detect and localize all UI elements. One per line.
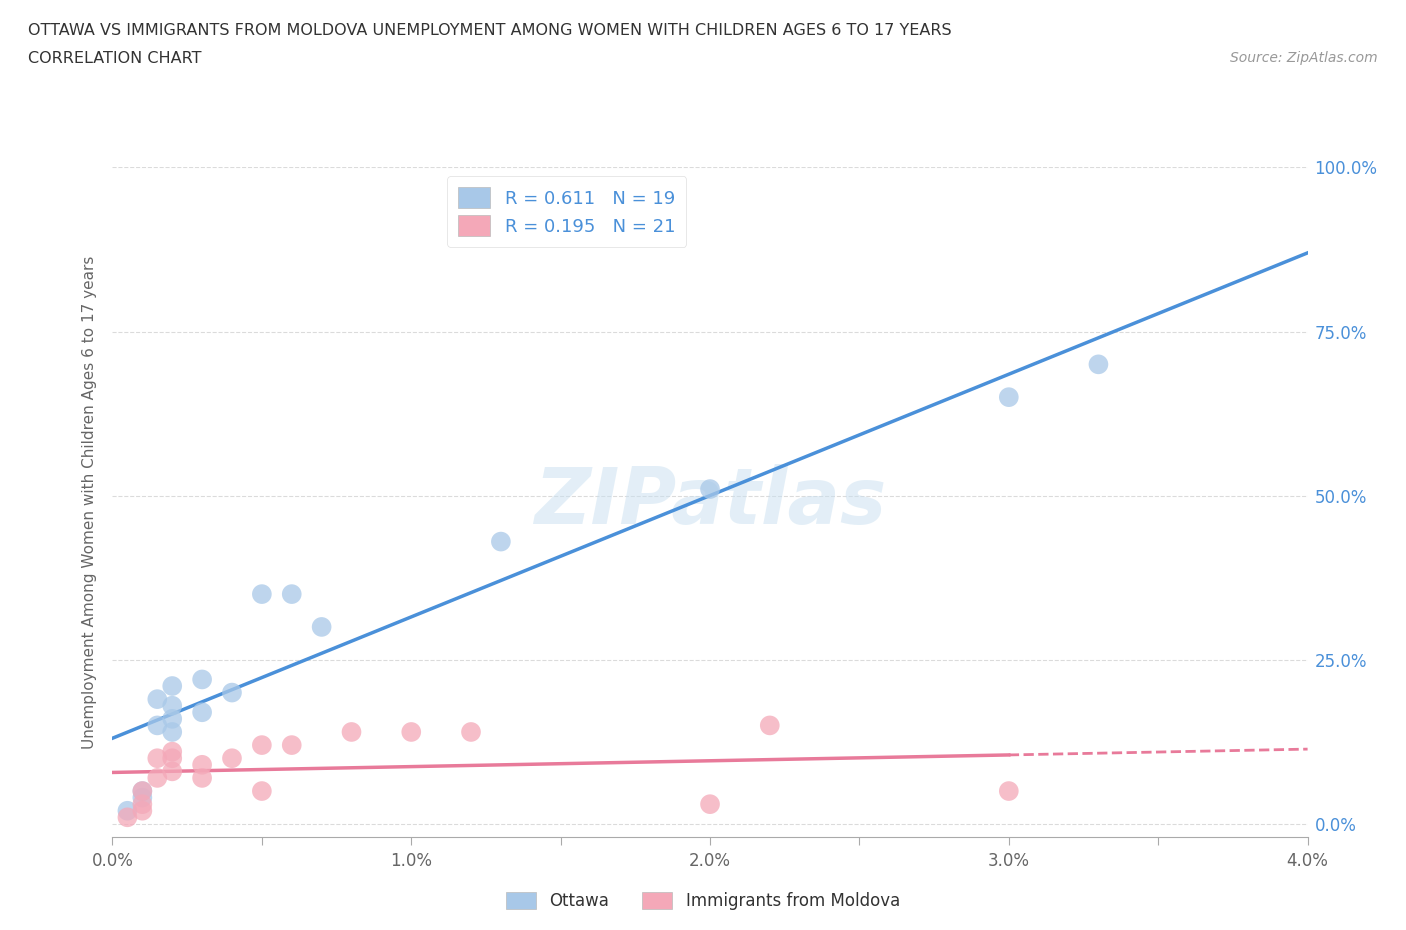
Point bbox=[758, 718, 780, 733]
Point bbox=[162, 764, 183, 778]
Text: ZIPatlas: ZIPatlas bbox=[534, 464, 886, 540]
Text: Source: ZipAtlas.com: Source: ZipAtlas.com bbox=[1230, 51, 1378, 65]
Point bbox=[221, 685, 243, 700]
Point bbox=[250, 784, 273, 799]
Point bbox=[311, 619, 333, 634]
Point bbox=[162, 751, 183, 765]
Text: OTTAWA VS IMMIGRANTS FROM MOLDOVA UNEMPLOYMENT AMONG WOMEN WITH CHILDREN AGES 6 : OTTAWA VS IMMIGRANTS FROM MOLDOVA UNEMPL… bbox=[28, 23, 952, 38]
Point bbox=[221, 751, 243, 765]
Point bbox=[250, 587, 273, 602]
Point bbox=[162, 724, 183, 739]
Point bbox=[997, 784, 1019, 799]
Point bbox=[340, 724, 363, 739]
Point bbox=[401, 724, 423, 739]
Text: CORRELATION CHART: CORRELATION CHART bbox=[28, 51, 201, 66]
Point bbox=[117, 804, 139, 818]
Legend: Ottawa, Immigrants from Moldova: Ottawa, Immigrants from Moldova bbox=[499, 885, 907, 917]
Point bbox=[1087, 357, 1109, 372]
Point bbox=[131, 790, 153, 805]
Point bbox=[489, 534, 512, 549]
Point bbox=[460, 724, 482, 739]
Point bbox=[162, 698, 183, 713]
Point bbox=[997, 390, 1019, 405]
Point bbox=[250, 737, 273, 752]
Point bbox=[162, 711, 183, 726]
Point bbox=[191, 672, 214, 687]
Point bbox=[281, 737, 304, 752]
Point bbox=[146, 770, 169, 785]
Point bbox=[131, 797, 153, 812]
Point bbox=[699, 797, 721, 812]
Point bbox=[162, 744, 183, 759]
Point bbox=[131, 784, 153, 799]
Point bbox=[117, 810, 139, 825]
Point bbox=[131, 804, 153, 818]
Point bbox=[699, 482, 721, 497]
Point bbox=[191, 770, 214, 785]
Legend: R = 0.611   N = 19, R = 0.195   N = 21: R = 0.611 N = 19, R = 0.195 N = 21 bbox=[447, 177, 686, 247]
Point bbox=[146, 692, 169, 707]
Point bbox=[191, 705, 214, 720]
Point bbox=[162, 679, 183, 694]
Y-axis label: Unemployment Among Women with Children Ages 6 to 17 years: Unemployment Among Women with Children A… bbox=[82, 256, 97, 749]
Point bbox=[131, 784, 153, 799]
Point bbox=[146, 718, 169, 733]
Point bbox=[191, 757, 214, 772]
Point bbox=[146, 751, 169, 765]
Point bbox=[281, 587, 304, 602]
